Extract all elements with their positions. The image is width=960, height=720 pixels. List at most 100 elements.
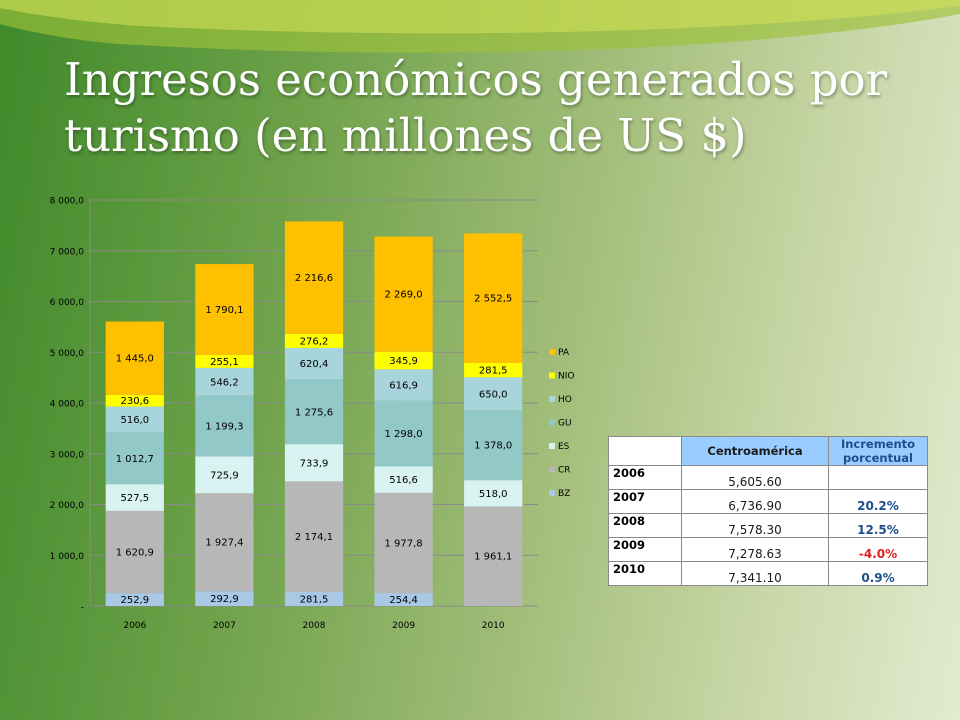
table-cell-increment [828, 465, 928, 490]
data-label: 1 012,7 [116, 454, 154, 465]
data-label: 1 275,6 [295, 407, 333, 418]
data-label: 1 378,0 [474, 441, 512, 452]
data-label: 516,0 [120, 415, 149, 426]
bar-segment-bz [374, 593, 433, 606]
bar-segment-cr [374, 492, 433, 594]
data-label: 292,9 [210, 594, 239, 605]
data-label: 1 445,0 [116, 354, 154, 365]
table-cell-year: 2010 [608, 561, 682, 586]
table-cell-increment: 12.5% [828, 513, 928, 538]
legend-swatch-bz [549, 490, 555, 496]
bar-segment-ho [195, 367, 254, 396]
bar-segment-nio [284, 333, 344, 348]
decorative-swoosh [0, 0, 960, 53]
table-row: 2009 7,278.63 -4.0% [608, 537, 928, 562]
data-label: 2 174,1 [295, 532, 333, 543]
bar-segment-cr [464, 506, 523, 606]
table-cell-year: 2009 [608, 537, 682, 562]
legend-swatch-nio [549, 372, 555, 379]
y-tick-label: - [81, 603, 84, 613]
bar-segment-pa [464, 233, 523, 363]
data-label: 620,4 [300, 359, 329, 370]
y-tick-label: 3 000,0 [50, 450, 85, 460]
table-row: 2010 7,341.10 0.9% [608, 561, 928, 586]
bar-segment-bz [284, 591, 344, 606]
y-tick-label: 6 000,0 [50, 298, 85, 308]
legend-swatch-es [549, 443, 555, 449]
data-label: 1 790,1 [205, 305, 243, 316]
data-label: 546,2 [210, 377, 239, 388]
bar-segment-es [105, 484, 164, 511]
y-tick-label: 2 000,0 [50, 501, 85, 511]
bar-segment-nio [195, 354, 254, 368]
table-cell-value: 7,341.10 [681, 561, 829, 586]
table-cell-year: 2008 [608, 513, 682, 538]
legend-swatch-ho [549, 396, 555, 402]
table-cell-value: 5,605.60 [681, 465, 829, 490]
x-tick-label: 2007 [213, 621, 236, 631]
data-label: 281,5 [300, 594, 329, 605]
data-label: 2 552,5 [474, 294, 512, 305]
bar-segment-ho [284, 347, 344, 380]
data-label: 733,9 [300, 458, 329, 469]
data-label: 518,0 [479, 489, 508, 500]
table-row: 2006 5,605.60 [608, 465, 928, 490]
bar-segment-pa [105, 321, 164, 395]
data-label: 1 977,8 [385, 538, 423, 549]
data-label: 1 298,0 [385, 429, 423, 440]
data-label: 516,6 [389, 475, 418, 486]
x-tick-label: 2009 [392, 621, 415, 631]
bar-segment-gu [374, 400, 433, 467]
table-cell-increment: 0.9% [828, 561, 928, 586]
legend-swatch-gu [549, 419, 555, 426]
data-label: 527,5 [120, 493, 149, 504]
bar-segment-es [374, 466, 433, 493]
bar-segment-pa [195, 264, 254, 355]
table-cell-value: 6,736.90 [681, 489, 829, 514]
table-row: 2008 7,578.30 12.5% [608, 513, 928, 538]
bar-segment-gu [195, 395, 254, 457]
bar-segment-nio [374, 351, 433, 370]
bar-segment-ho [374, 369, 433, 401]
bar-segment-gu [464, 410, 523, 481]
bar-segment-cr [195, 493, 254, 592]
data-label: 276,2 [300, 336, 329, 347]
bar-segment-pa [284, 221, 344, 334]
legend-label-es: ES [558, 442, 570, 452]
data-label: 281,5 [479, 366, 508, 377]
bar-segment-es [195, 456, 254, 494]
table-header-row: Centroamérica Incremento porcentual [608, 436, 928, 466]
y-tick-label: 4 000,0 [50, 400, 85, 410]
legend-label-ho: HO [558, 395, 572, 405]
data-label: 345,9 [389, 356, 418, 367]
data-label: 650,0 [479, 389, 508, 400]
bar-segment-nio [105, 394, 164, 407]
legend-label-pa: PA [558, 348, 570, 358]
table-cell-value: 7,578.30 [681, 513, 829, 538]
bar-segment-cr [105, 510, 164, 594]
data-label: 725,9 [210, 470, 239, 481]
data-label: 230,6 [120, 396, 149, 407]
legend-swatch-pa [549, 349, 555, 355]
bar-segment-bz [195, 591, 254, 606]
legend-label-bz: BZ [558, 489, 570, 499]
y-tick-label: 1 000,0 [50, 552, 85, 562]
bar-segment-es [284, 444, 344, 482]
data-label: 1 961,1 [474, 552, 512, 563]
page-title: Ingresos económicos generados por turism… [64, 53, 888, 162]
table-row: 2007 6,736.90 20.2% [608, 489, 928, 514]
table-cell-year: 2006 [608, 465, 682, 490]
bar-segment-cr [284, 481, 344, 592]
x-tick-label: 2006 [123, 621, 146, 631]
data-label: 2 216,6 [295, 273, 333, 284]
bar-segment-es [464, 480, 523, 507]
bar-segment-gu [284, 379, 344, 445]
data-label: 2 269,0 [385, 290, 423, 301]
table-cell-increment: -4.0% [828, 537, 928, 562]
legend-label-nio: NIO [558, 372, 574, 382]
bar-segment-nio [464, 362, 523, 378]
x-tick-label: 2010 [482, 621, 505, 631]
y-tick-label: 8 000,0 [50, 197, 85, 207]
table-cell-increment: 20.2% [828, 489, 928, 514]
data-label: 252,9 [120, 595, 149, 606]
